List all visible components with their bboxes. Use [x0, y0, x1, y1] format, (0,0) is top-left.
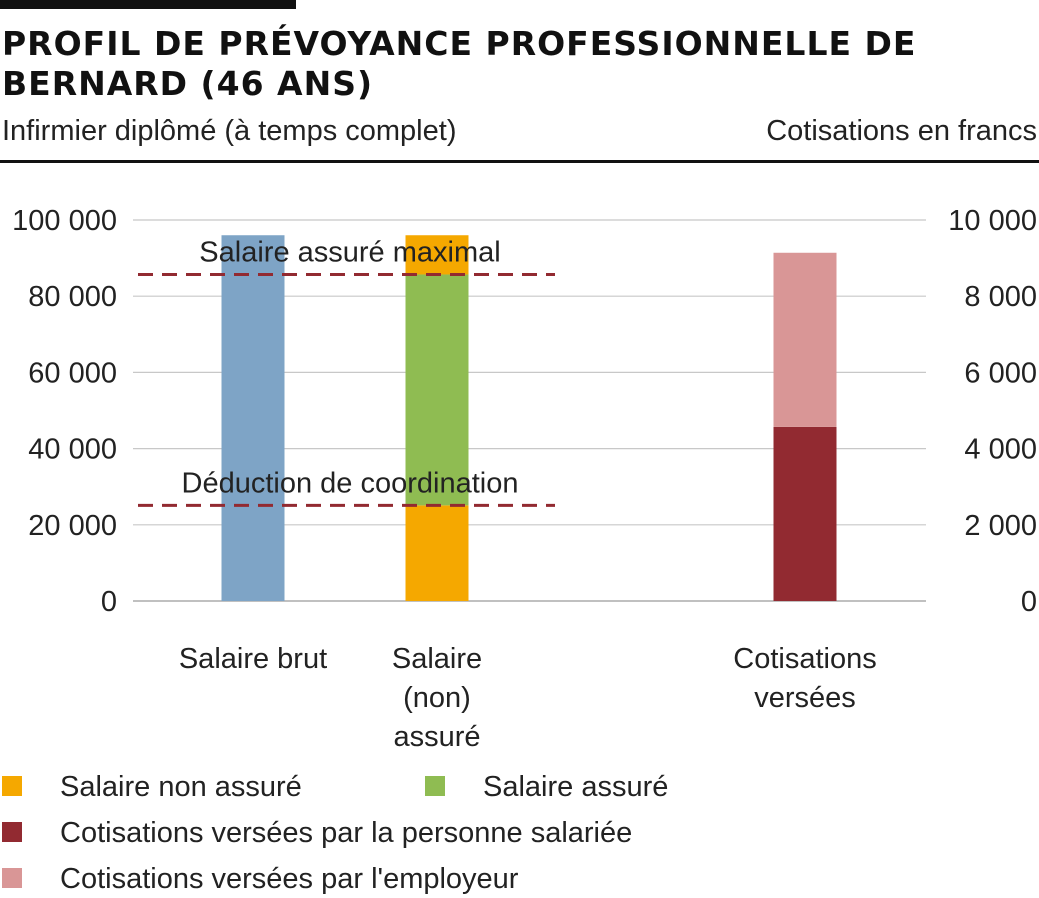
reference-line-label: Salaire assuré maximal	[199, 236, 500, 268]
reference-line-label: Déduction de coordination	[182, 467, 519, 499]
right-axis-tick-label: 6 000	[964, 357, 1037, 389]
bar-segment	[221, 235, 285, 602]
bar-segment	[405, 505, 469, 601]
bar-segment	[405, 274, 469, 506]
bar-segment	[773, 252, 837, 427]
unit-label: Cotisations en francs	[766, 115, 1037, 147]
chart-title: PROFIL DE PRÉVOYANCE PROFESSIONNELLE DE …	[2, 24, 917, 103]
category-label: Salaire	[392, 643, 482, 675]
left-axis-tick-label: 20 000	[28, 510, 117, 542]
header-rule	[0, 160, 1039, 163]
right-axis-tick-label: 2 000	[964, 510, 1037, 542]
right-axis-tick-label: 4 000	[964, 434, 1037, 466]
category-label: Salaire brut	[179, 643, 327, 675]
left-axis-tick-label: 0	[101, 586, 117, 618]
left-axis-tick-label: 100 000	[12, 205, 117, 237]
bar-segment	[405, 235, 469, 275]
left-axis-tick-label: 80 000	[28, 281, 117, 313]
category-label: Cotisations	[733, 643, 876, 675]
category-label: assuré	[393, 721, 480, 753]
right-axis-tick-label: 10 000	[948, 205, 1037, 237]
right-axis-tick-label: 8 000	[964, 281, 1037, 313]
title-accent-bar	[0, 0, 296, 9]
bar-segment	[773, 426, 837, 601]
right-axis-tick-label: 0	[1021, 586, 1037, 618]
category-label: (non)	[403, 682, 471, 714]
left-axis-tick-label: 60 000	[28, 357, 117, 389]
left-axis-tick-label: 40 000	[28, 434, 117, 466]
chart-subtitle: Infirmier diplômé (à temps complet)	[2, 115, 457, 147]
category-label: versées	[754, 682, 856, 714]
